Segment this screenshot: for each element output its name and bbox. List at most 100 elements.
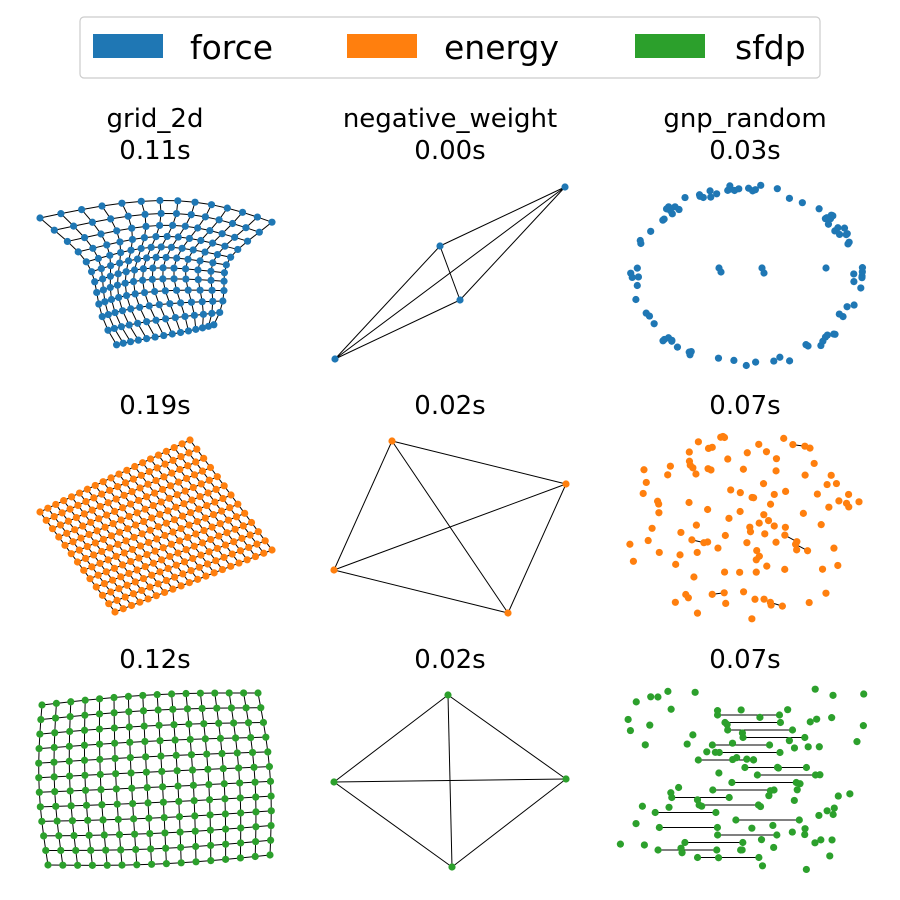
graph-node <box>207 276 215 284</box>
legend-swatch-sfdp <box>635 34 705 58</box>
graph-node <box>157 209 165 218</box>
graph-node <box>252 808 260 816</box>
graph-node <box>94 571 102 579</box>
graph-node <box>231 233 239 241</box>
graph-node <box>50 512 58 521</box>
graph-node <box>66 505 74 513</box>
graph-node <box>184 327 193 335</box>
graph-node <box>253 540 261 548</box>
graph-node <box>684 594 692 602</box>
graph-node <box>724 455 732 463</box>
graph-edge <box>439 186 566 247</box>
graph-node <box>208 286 216 294</box>
graph-node <box>330 778 338 786</box>
graph-node <box>266 836 275 844</box>
graph-node <box>187 509 195 517</box>
graph-node <box>187 751 196 759</box>
graph-node <box>200 454 208 462</box>
graph-node <box>743 539 751 547</box>
graph-node <box>88 506 96 514</box>
graph-node <box>810 459 818 468</box>
graph-node <box>683 740 691 748</box>
graph-node <box>138 276 147 284</box>
graph-node <box>741 763 749 772</box>
graph-node <box>161 829 169 837</box>
graph-node <box>122 537 130 545</box>
graph-node <box>182 275 190 283</box>
graph-node <box>131 578 139 586</box>
graph-node <box>227 253 235 261</box>
graph-node <box>144 480 152 488</box>
graph-node <box>162 447 170 455</box>
graph-node <box>266 851 274 859</box>
graph-node <box>231 525 239 533</box>
graph-node <box>60 497 68 505</box>
graph-node <box>704 444 713 453</box>
graph-node <box>171 736 179 744</box>
graph-node <box>177 453 185 461</box>
graph-node <box>832 479 841 488</box>
graph-node <box>737 846 745 854</box>
graph-node <box>221 795 229 803</box>
graph-node <box>215 532 223 540</box>
graph-node <box>831 330 839 338</box>
graph-node <box>210 569 218 577</box>
graph-node <box>267 821 275 830</box>
graph-node <box>159 798 168 806</box>
graph-edge <box>459 186 566 301</box>
graph-node <box>130 815 138 823</box>
graph-node <box>182 546 190 554</box>
graph-node <box>82 801 91 809</box>
graph-node <box>785 357 794 365</box>
graph-node <box>228 550 236 558</box>
graph-node <box>170 443 178 452</box>
graph-node <box>692 470 700 478</box>
graph-node <box>245 543 253 552</box>
graph-node <box>36 508 44 516</box>
graph-node <box>216 734 225 743</box>
graph-node <box>174 782 182 790</box>
graph-node <box>834 561 842 570</box>
graph-node <box>96 559 104 567</box>
graph-node <box>44 504 52 512</box>
graph-node <box>189 781 198 789</box>
graph-node <box>781 531 789 539</box>
graph-node <box>139 691 147 700</box>
graph-node <box>770 786 778 794</box>
graph-node <box>38 701 46 709</box>
graph-node <box>751 186 759 194</box>
graph-node <box>141 563 149 571</box>
graph-node <box>161 531 169 540</box>
graph-node <box>58 509 66 517</box>
graph-node <box>115 585 123 593</box>
graph-node <box>83 542 91 551</box>
graph-node <box>764 517 773 525</box>
graph-node <box>113 596 121 604</box>
graph-node <box>707 466 715 474</box>
graph-node <box>128 545 137 554</box>
graph-node <box>122 268 130 276</box>
graph-node <box>154 451 163 459</box>
graph-node <box>126 738 134 746</box>
graph-node <box>220 553 228 561</box>
graph-node <box>179 570 187 578</box>
graph-node <box>237 824 245 832</box>
graph-node <box>53 817 61 825</box>
graph-node <box>806 718 814 726</box>
graph-node <box>169 528 177 536</box>
graph-node <box>129 799 137 808</box>
graph-node <box>131 290 139 298</box>
graph-node <box>713 823 722 832</box>
graph-node <box>133 566 141 574</box>
graph-node <box>181 222 189 230</box>
graph-node <box>118 307 127 315</box>
graph-node <box>834 224 842 232</box>
graph-node <box>858 274 866 282</box>
graph-node <box>636 236 644 245</box>
graph-node <box>693 853 702 862</box>
graph-node <box>88 218 97 226</box>
graph-node <box>243 237 252 245</box>
graph-node <box>743 755 751 763</box>
graph-node <box>206 811 214 819</box>
graph-node <box>640 841 648 849</box>
